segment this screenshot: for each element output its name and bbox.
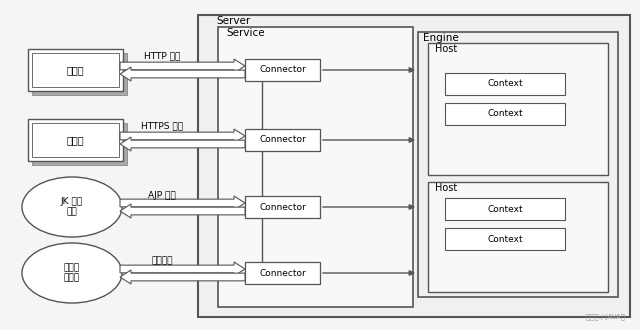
Text: Connector: Connector — [259, 203, 306, 212]
Polygon shape — [120, 59, 245, 73]
Polygon shape — [120, 270, 245, 284]
Bar — [28, 49, 122, 91]
Text: 其他协议: 其他协议 — [151, 256, 173, 266]
Bar — [445, 73, 565, 95]
Polygon shape — [120, 67, 245, 81]
Text: JK 连接
程序: JK 连接 程序 — [61, 197, 83, 217]
Bar — [445, 228, 565, 250]
Bar — [445, 198, 565, 220]
Bar — [31, 123, 118, 157]
Bar — [28, 119, 122, 161]
Text: 浏览器: 浏览器 — [66, 135, 84, 145]
Ellipse shape — [22, 177, 122, 237]
Text: Connector: Connector — [259, 65, 306, 75]
Bar — [245, 129, 320, 151]
Text: Context: Context — [487, 110, 523, 118]
Text: Connector: Connector — [259, 136, 306, 145]
Bar — [31, 53, 127, 95]
Text: 浏览器: 浏览器 — [66, 65, 84, 75]
Text: AJP 协议: AJP 协议 — [148, 190, 176, 200]
Text: Engine: Engine — [423, 33, 459, 43]
Bar — [428, 182, 608, 292]
Text: HTTP 协议: HTTP 协议 — [144, 51, 180, 60]
Text: Context: Context — [487, 205, 523, 214]
Text: Host: Host — [435, 183, 457, 193]
Ellipse shape — [22, 243, 122, 303]
Text: 其他连
接程序: 其他连 接程序 — [64, 263, 80, 283]
Bar — [428, 43, 608, 175]
Text: HTTPS 协议: HTTPS 协议 — [141, 121, 183, 130]
Bar — [31, 53, 118, 87]
Bar — [245, 196, 320, 218]
Polygon shape — [120, 204, 245, 218]
Text: Host: Host — [435, 44, 457, 54]
Bar — [245, 59, 320, 81]
Bar — [245, 262, 320, 284]
Polygon shape — [120, 262, 245, 276]
Bar — [218, 27, 413, 307]
Text: Context: Context — [487, 80, 523, 88]
Polygon shape — [120, 129, 245, 143]
Text: Service: Service — [226, 28, 264, 38]
Polygon shape — [120, 196, 245, 210]
Bar — [31, 123, 127, 165]
Text: Connector: Connector — [259, 269, 306, 278]
Text: Server: Server — [216, 16, 250, 26]
Bar — [445, 103, 565, 125]
Polygon shape — [120, 137, 245, 151]
Text: 头条号 / JAVA馆: 头条号 / JAVA馆 — [586, 314, 625, 320]
Bar — [418, 32, 618, 297]
Bar — [198, 15, 630, 317]
Text: Context: Context — [487, 235, 523, 244]
